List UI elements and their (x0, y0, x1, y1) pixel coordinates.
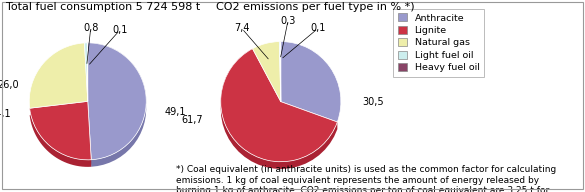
Text: 0,3: 0,3 (280, 16, 295, 26)
Text: 24,1: 24,1 (0, 109, 11, 119)
Text: Total fuel consumption 5 724 598 t: Total fuel consumption 5 724 598 t (6, 2, 200, 12)
Wedge shape (30, 101, 91, 160)
Text: 26,0: 26,0 (0, 80, 19, 90)
Text: 61,7: 61,7 (181, 115, 202, 125)
Wedge shape (221, 49, 338, 162)
Text: 0,1: 0,1 (311, 23, 326, 33)
Text: CO2 emissions per fuel type in % *): CO2 emissions per fuel type in % *) (216, 2, 415, 12)
Wedge shape (253, 42, 281, 102)
Text: 0,8: 0,8 (83, 23, 98, 33)
Polygon shape (88, 43, 146, 167)
Polygon shape (221, 49, 338, 169)
Text: *) Coal equivalent (in anthracite units) is used as the common factor for calcul: *) Coal equivalent (in anthracite units)… (176, 165, 556, 192)
Text: 30,5: 30,5 (362, 97, 384, 107)
Wedge shape (279, 41, 281, 102)
Text: 49,1: 49,1 (165, 107, 187, 117)
Wedge shape (84, 43, 88, 101)
Legend: Anthracite, Lignite, Natural gas, Light fuel oil, Heavy fuel oil: Anthracite, Lignite, Natural gas, Light … (393, 9, 484, 77)
Wedge shape (281, 41, 341, 122)
Text: 0,1: 0,1 (112, 25, 128, 35)
Wedge shape (29, 43, 88, 108)
Wedge shape (88, 43, 146, 160)
Polygon shape (30, 101, 91, 167)
Text: 7,4: 7,4 (234, 23, 249, 33)
